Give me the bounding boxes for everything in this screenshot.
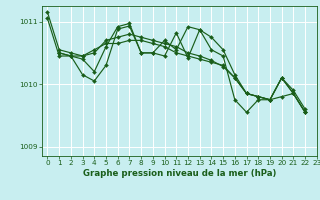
X-axis label: Graphe pression niveau de la mer (hPa): Graphe pression niveau de la mer (hPa) [83, 169, 276, 178]
